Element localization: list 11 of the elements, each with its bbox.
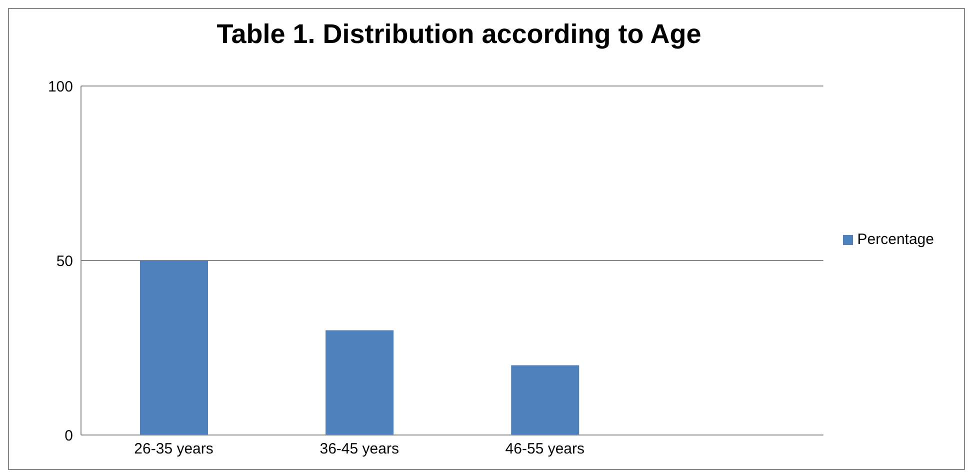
y-tick-label: 100	[48, 78, 73, 96]
bar	[140, 260, 208, 435]
bar	[326, 330, 394, 435]
x-tick-label: 46-55 years	[505, 440, 585, 458]
x-tick-label: 36-45 years	[320, 440, 399, 458]
chart-title: Table 1. Distribution according to Age	[216, 19, 702, 50]
y-tick-label: 50	[56, 252, 73, 270]
legend-label: Percentage	[857, 230, 934, 248]
bar	[511, 365, 580, 435]
x-tick-label: 26-35 years	[134, 440, 214, 458]
y-tick-label: 0	[64, 427, 73, 444]
